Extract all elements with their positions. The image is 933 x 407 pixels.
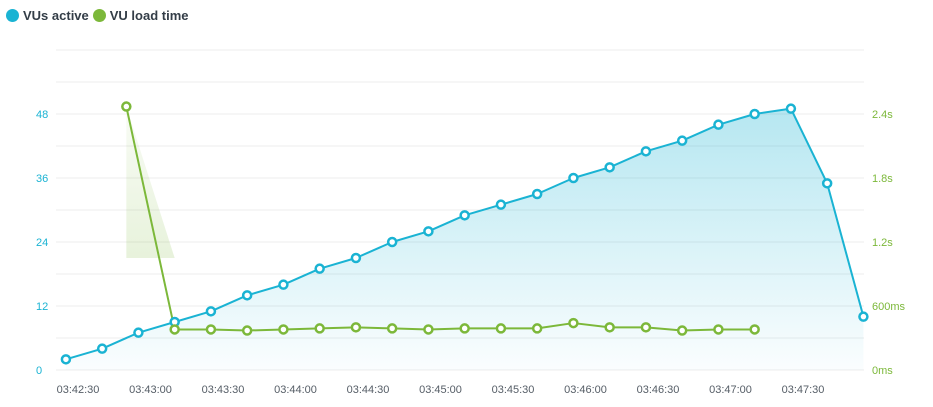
data-point-vu-load-time — [386, 323, 398, 334]
data-point-vus-active — [314, 263, 325, 274]
y-right-tick-label: 1.8s — [872, 173, 893, 185]
x-tick-label: 03:46:00 — [564, 384, 607, 396]
data-point-vus-active — [205, 306, 217, 317]
y-left-tick-label: 24 — [36, 237, 48, 249]
legend-item-vu-load-time[interactable]: VU load time — [92, 8, 189, 23]
data-point-vu-load-time — [121, 101, 132, 112]
data-point-vu-load-time — [423, 324, 434, 335]
data-point-vu-load-time — [278, 324, 289, 335]
y-right-tick-label: 0ms — [872, 365, 893, 377]
data-point-vu-load-time — [676, 325, 688, 336]
legend-marker-vu-load-time — [92, 9, 106, 22]
x-tick-label: 03:46:30 — [637, 384, 680, 396]
data-point-vu-load-time — [314, 323, 325, 334]
x-tick-label: 03:44:30 — [347, 384, 390, 396]
x-tick-label: 03:43:00 — [129, 384, 172, 396]
data-point-vus-active — [241, 290, 253, 301]
data-point-vu-load-time — [205, 324, 217, 335]
data-point-vu-load-time — [713, 324, 724, 335]
y-left-tick-label: 48 — [36, 109, 48, 121]
data-point-vus-active — [858, 311, 869, 322]
data-point-vus-active — [568, 172, 579, 184]
x-tick-label: 03:43:30 — [202, 384, 245, 396]
y-left-tick-label: 0 — [36, 365, 42, 377]
y-right-tick-label: 600ms — [872, 301, 906, 313]
data-point-vus-active — [278, 279, 289, 290]
data-point-vu-load-time — [495, 323, 507, 334]
data-point-vus-active — [386, 236, 398, 248]
data-point-vu-load-time — [350, 322, 362, 333]
data-point-vus-active — [676, 135, 688, 146]
legend-item-vus-active[interactable]: VUs active — [6, 8, 89, 23]
data-point-vus-active — [495, 199, 507, 210]
series-area-vus-active — [65, 108, 864, 371]
series-line-vu-load-time — [125, 106, 755, 332]
legend-label-vus-active: VUs active — [23, 8, 89, 23]
data-point-vu-load-time — [459, 323, 470, 334]
data-point-vus-active — [604, 162, 615, 173]
data-point-vus-active — [785, 103, 797, 114]
data-point-vu-load-time — [169, 324, 180, 335]
data-point-vus-active — [96, 343, 108, 354]
legend-label-vu-load-time: VU load time — [109, 8, 189, 23]
data-point-vus-active — [459, 210, 470, 221]
legend-marker-vus-active — [6, 9, 19, 22]
series-area-vu-load-time — [126, 106, 175, 259]
data-point-vu-load-time — [568, 317, 579, 329]
x-tick-label: 03:47:30 — [782, 384, 825, 396]
x-tick-label: 03:45:00 — [419, 384, 462, 396]
x-tick-label: 03:47:00 — [709, 384, 752, 396]
data-point-vus-active — [821, 178, 833, 189]
data-point-vus-active — [423, 226, 434, 237]
y-right-tick-label: 2.4s — [872, 109, 893, 121]
data-point-vu-load-time — [241, 325, 253, 336]
y-right-tick-label: 1.2s — [872, 237, 893, 249]
data-point-vu-load-time — [749, 324, 760, 335]
data-point-vus-active — [640, 146, 652, 157]
x-tick-label: 03:44:00 — [274, 384, 317, 396]
data-point-vus-active — [60, 354, 72, 365]
y-left-tick-label: 12 — [36, 301, 48, 313]
data-point-vu-load-time — [604, 322, 615, 333]
data-point-vus-active — [133, 327, 144, 338]
data-point-vu-load-time — [640, 322, 652, 333]
x-tick-label: 03:45:30 — [492, 384, 535, 396]
x-tick-label: 03:42:30 — [57, 384, 100, 396]
data-point-vus-active — [713, 119, 724, 130]
data-point-vus-active — [531, 188, 543, 200]
data-point-vus-active — [749, 108, 760, 120]
data-point-vu-load-time — [531, 323, 543, 334]
data-point-vus-active — [350, 252, 362, 264]
chart-legend: VUs active VU load time — [6, 8, 189, 23]
y-left-tick-label: 36 — [36, 173, 48, 185]
